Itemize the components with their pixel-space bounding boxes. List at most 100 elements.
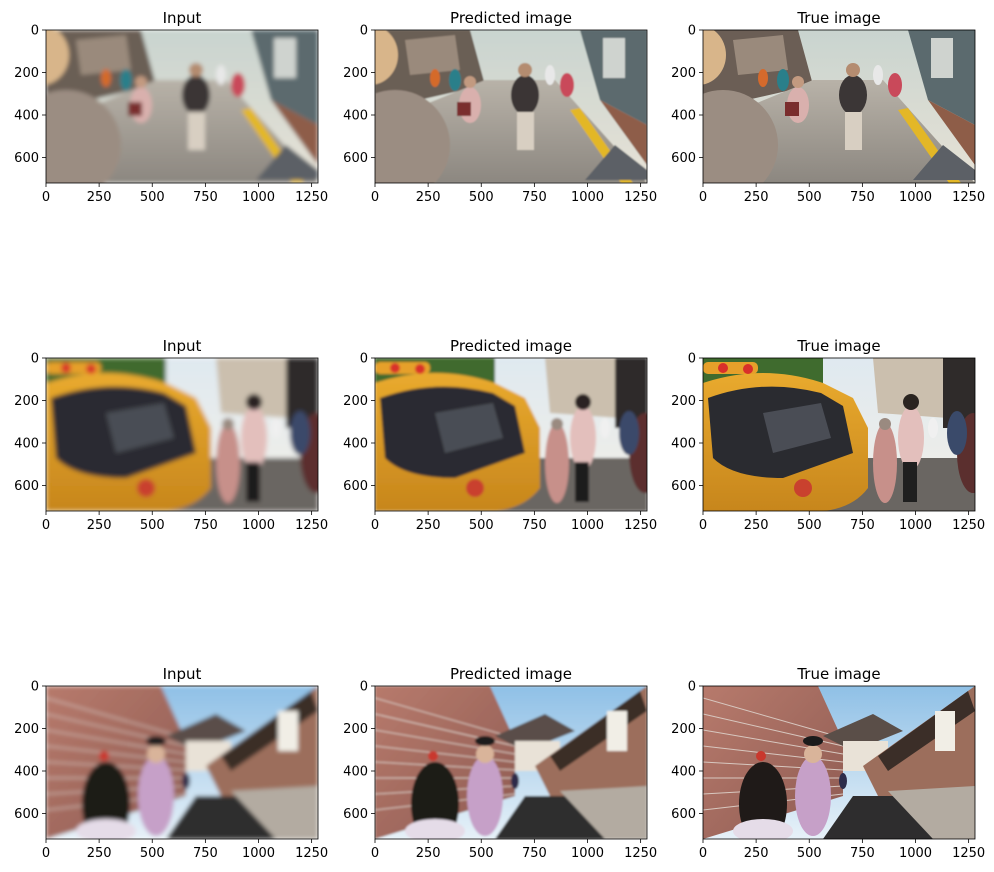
x-tick-label: 500 xyxy=(797,846,822,861)
woman-pants xyxy=(246,462,260,502)
y-tick-label: 600 xyxy=(671,151,696,166)
x-tick-label: 0 xyxy=(42,190,50,205)
x-tick-label: 1000 xyxy=(899,190,932,205)
x-tick-label: 500 xyxy=(469,846,494,861)
stairs-right xyxy=(888,786,975,839)
panel-title: Predicted image xyxy=(450,337,572,355)
x-tick-label: 750 xyxy=(850,518,875,533)
y-tick-label: 0 xyxy=(31,24,39,39)
x-tick-label: 0 xyxy=(699,190,707,205)
axes-frame xyxy=(45,685,319,840)
woman-hair xyxy=(246,394,262,410)
x-tick-label: 250 xyxy=(416,846,441,861)
image-street xyxy=(703,30,975,183)
x-tick-label: 250 xyxy=(87,846,112,861)
person-orange xyxy=(430,69,440,87)
roof-light xyxy=(718,363,728,373)
panel-title: Input xyxy=(163,665,202,683)
y-tick-label: 400 xyxy=(343,765,368,780)
brick-planter xyxy=(928,100,975,165)
grate xyxy=(256,145,318,180)
x-tick-label: 250 xyxy=(744,190,769,205)
taxi-window-reflection xyxy=(763,403,831,453)
y-tick-label: 400 xyxy=(14,109,39,124)
x-tick-label: 250 xyxy=(87,190,112,205)
x-tick-label: 500 xyxy=(140,846,165,861)
axes-frame xyxy=(374,685,648,840)
x-tick-label: 500 xyxy=(140,518,165,533)
person-center-head xyxy=(518,63,532,77)
face-right xyxy=(147,745,165,763)
y-tick-label: 600 xyxy=(14,807,39,822)
person-teal xyxy=(449,69,461,91)
person-white xyxy=(873,65,883,85)
foreground-shoulder xyxy=(375,90,450,183)
panel-taxi-true-image: True image 0 250 500 750 1000 1250 0 200 400 600 xyxy=(671,337,985,533)
x-tick-label: 0 xyxy=(371,518,379,533)
hair-flower xyxy=(428,751,438,761)
person-center-pants xyxy=(517,112,534,150)
x-tick-label: 750 xyxy=(850,190,875,205)
y-tick-label: 200 xyxy=(14,66,39,81)
image-street xyxy=(46,30,318,183)
y-tick-label: 200 xyxy=(671,394,696,409)
panel-title: True image xyxy=(796,337,880,355)
image-taxi xyxy=(46,358,318,511)
x-tick-label: 750 xyxy=(193,518,218,533)
x-tick-label: 0 xyxy=(699,846,707,861)
y-tick-label: 0 xyxy=(31,680,39,695)
panel-taxi-input: Input 0 250 500 750 1000 1250 0 200 400 600 xyxy=(14,337,328,533)
x-tick-label: 1250 xyxy=(624,846,657,861)
person-red xyxy=(888,73,902,97)
x-tick-label: 0 xyxy=(371,190,379,205)
person-center-pants xyxy=(845,112,862,150)
x-tick-label: 1000 xyxy=(242,190,275,205)
x-tick-label: 1000 xyxy=(242,846,275,861)
x-tick-label: 1000 xyxy=(571,190,604,205)
door-right xyxy=(931,38,953,78)
panel-title: Input xyxy=(163,337,202,355)
storefront-left xyxy=(76,35,131,75)
y-tick-label: 400 xyxy=(343,437,368,452)
panel-title: True image xyxy=(796,9,880,27)
x-tick-label: 1250 xyxy=(295,846,328,861)
foreground-hair xyxy=(46,30,69,85)
y-tick-label: 0 xyxy=(31,352,39,367)
axes-frame xyxy=(702,357,976,512)
panel-alley-input: Input 0 250 500 750 1000 1250 0 200 400 600 xyxy=(14,665,328,861)
taxi-window-reflection xyxy=(435,403,503,453)
roof-light xyxy=(61,363,71,373)
hair-flower xyxy=(99,751,109,761)
y-tick-label: 0 xyxy=(688,352,696,367)
image-alley xyxy=(46,686,318,839)
buildings-back xyxy=(216,358,291,418)
y-tick-label: 0 xyxy=(360,680,368,695)
person-teal xyxy=(120,69,132,91)
y-tick-label: 0 xyxy=(360,24,368,39)
woman-pink-jacket xyxy=(570,406,596,470)
window-right xyxy=(935,711,955,751)
panel-title: Predicted image xyxy=(450,665,572,683)
tourist xyxy=(839,773,847,789)
x-tick-label: 1250 xyxy=(952,190,985,205)
hair-flower xyxy=(756,751,766,761)
tourist xyxy=(511,773,519,789)
old-woman-dress xyxy=(545,423,569,503)
x-tick-label: 1000 xyxy=(899,518,932,533)
face-right xyxy=(804,745,822,763)
woman-pants xyxy=(575,462,589,502)
y-tick-label: 200 xyxy=(343,66,368,81)
x-tick-label: 1000 xyxy=(571,846,604,861)
x-tick-label: 750 xyxy=(193,190,218,205)
x-tick-label: 1250 xyxy=(624,518,657,533)
woman-pink-jacket xyxy=(898,406,924,470)
taxi-emblem xyxy=(794,479,812,497)
window-right xyxy=(607,711,627,751)
y-tick-label: 600 xyxy=(343,807,368,822)
hair-left xyxy=(82,762,130,839)
panel-street-true-image: True image 0 250 500 750 1000 1250 0 200 400 600 xyxy=(671,9,985,205)
y-tick-label: 0 xyxy=(688,680,696,695)
person-white xyxy=(216,65,226,85)
y-tick-label: 400 xyxy=(671,437,696,452)
hat-right xyxy=(146,736,166,746)
